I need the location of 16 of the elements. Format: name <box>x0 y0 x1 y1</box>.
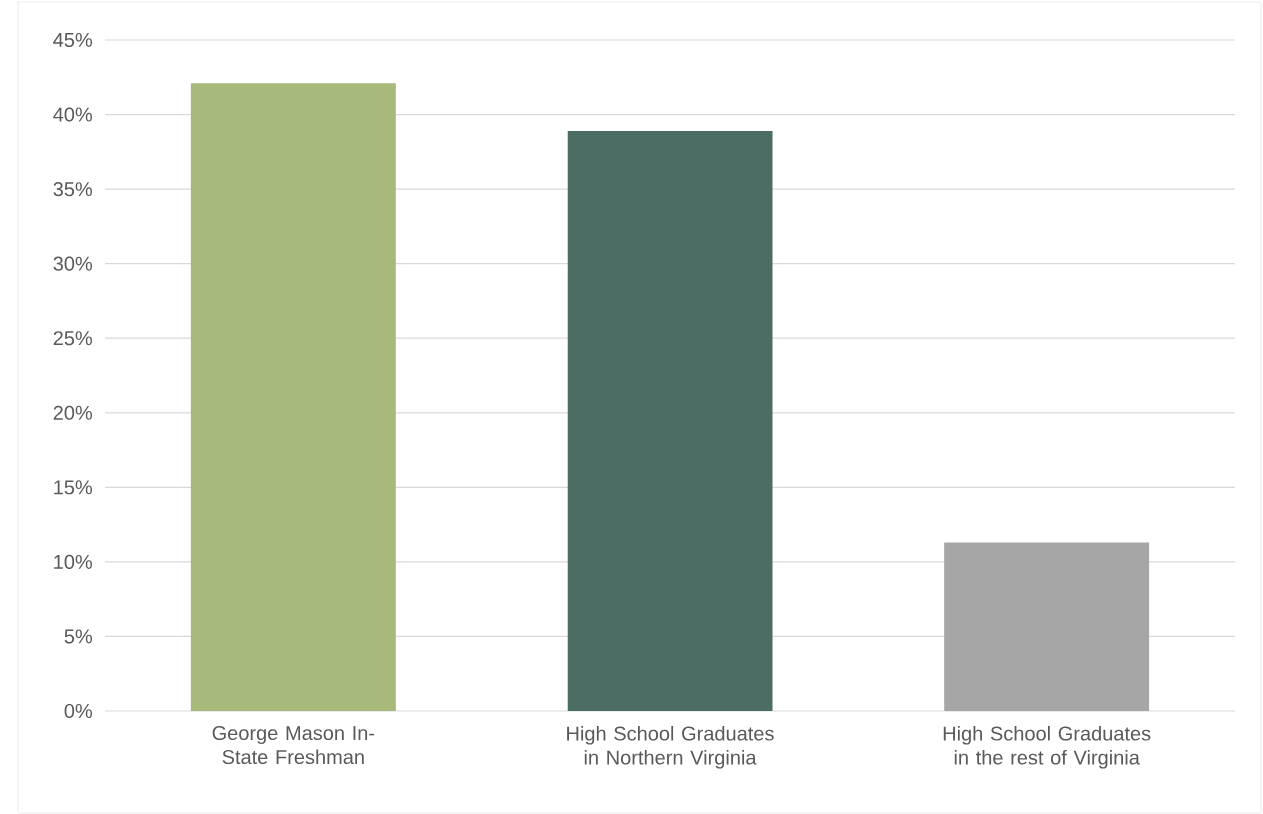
y-tick-label: 20% <box>53 405 93 420</box>
x-tick-label: George Mason In-State Freshman <box>212 725 375 765</box>
x-tick-label: High School Graduates in the rest of Virginia <box>943 725 1151 769</box>
y-tick-label: 30% <box>53 256 93 271</box>
y-tick-label: 35% <box>53 182 93 197</box>
bar <box>944 542 1150 711</box>
y-tick-label: 45% <box>53 32 93 48</box>
y-tick-label: 0% <box>64 703 93 719</box>
y-tick-label: 10% <box>54 554 93 569</box>
x-tick-label: High School Graduates in Northern Virginia <box>567 725 774 769</box>
y-tick-label: 5% <box>64 629 93 644</box>
y-tick-label: 15% <box>54 480 93 495</box>
y-tick-label: 25% <box>53 331 93 346</box>
bar <box>567 130 773 711</box>
y-tick-label: 40% <box>53 107 93 122</box>
bar <box>190 83 396 711</box>
